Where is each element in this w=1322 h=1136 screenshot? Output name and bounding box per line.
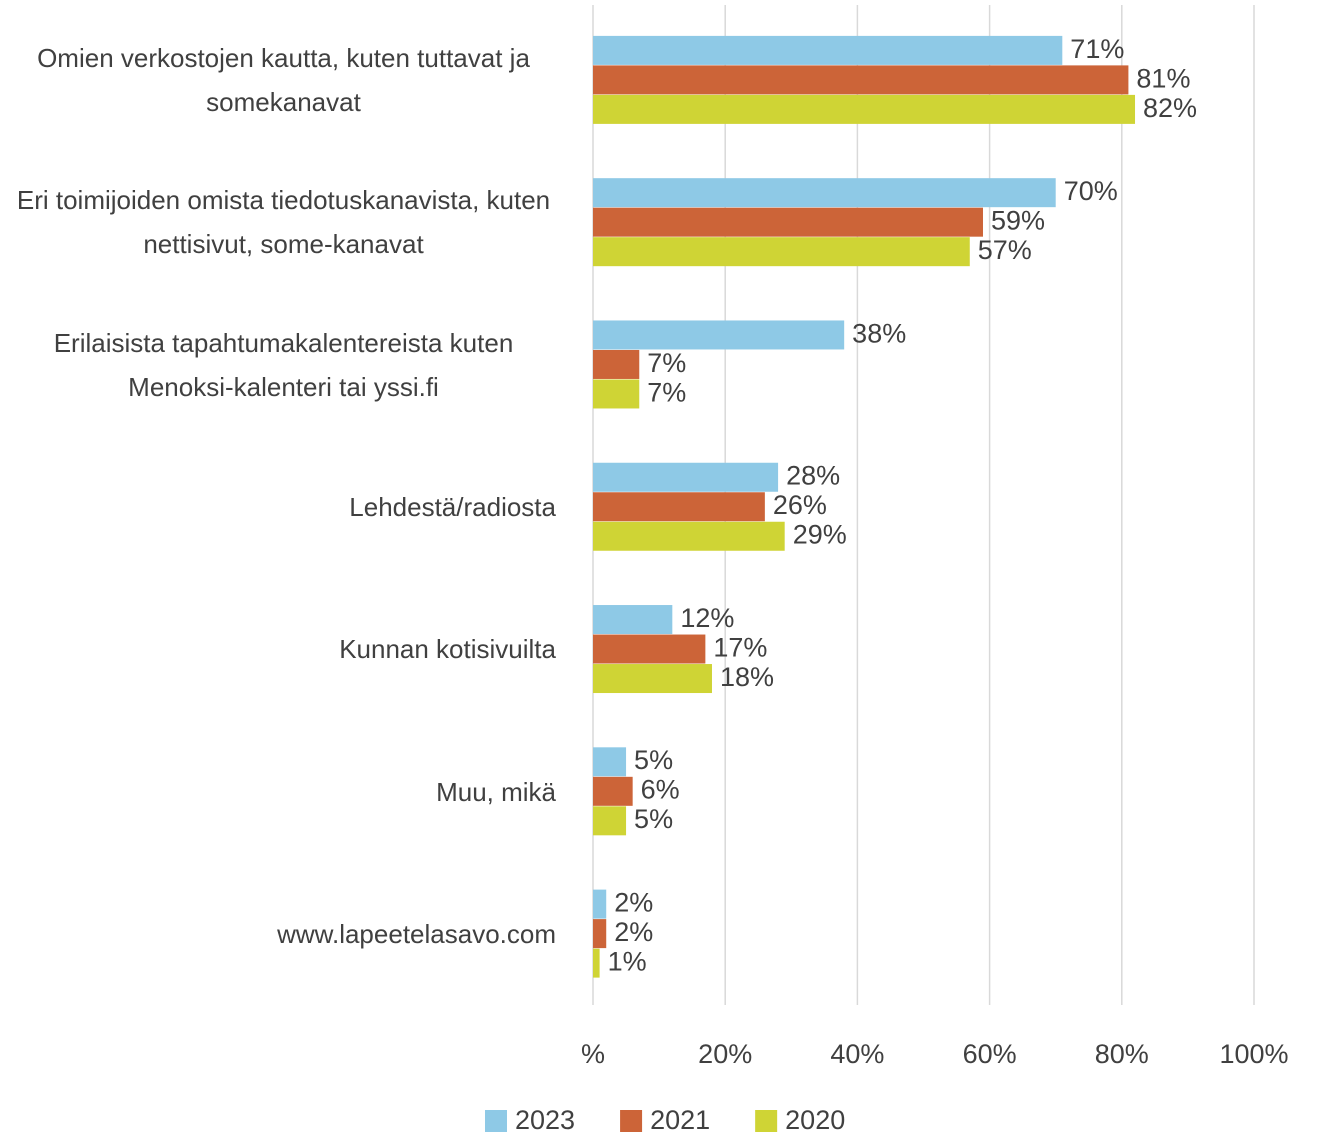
data-label: 1% bbox=[608, 946, 647, 976]
bar bbox=[593, 605, 673, 635]
data-label: 17% bbox=[713, 632, 767, 662]
data-label: 6% bbox=[641, 775, 680, 805]
bar bbox=[593, 207, 983, 237]
bar bbox=[593, 349, 640, 379]
legend-swatch bbox=[755, 1110, 778, 1132]
data-label: 81% bbox=[1136, 63, 1190, 93]
bar bbox=[593, 634, 706, 664]
data-label: 82% bbox=[1143, 93, 1197, 123]
data-label: 5% bbox=[634, 804, 673, 834]
bar bbox=[593, 948, 600, 978]
data-label: 2% bbox=[614, 887, 653, 917]
bar bbox=[593, 806, 627, 836]
category-label: Omien verkostojen kautta, kuten tuttavat… bbox=[37, 43, 530, 118]
bar bbox=[593, 919, 607, 949]
bar bbox=[593, 664, 712, 694]
data-label: 2% bbox=[614, 917, 653, 947]
bar bbox=[593, 94, 1136, 124]
bar bbox=[593, 889, 607, 919]
x-tick-label: 40% bbox=[830, 1039, 884, 1069]
bar bbox=[593, 747, 627, 777]
data-label: 5% bbox=[634, 745, 673, 775]
x-tick-label: 60% bbox=[963, 1039, 1017, 1069]
bar bbox=[593, 65, 1129, 95]
x-tick-label: 100% bbox=[1219, 1039, 1288, 1069]
data-label: 71% bbox=[1070, 34, 1124, 64]
data-label: 26% bbox=[773, 490, 827, 520]
data-label: 59% bbox=[991, 206, 1045, 236]
category-label: Lehdestä/radiosta bbox=[349, 492, 556, 522]
category-label: Muu, mikä bbox=[436, 776, 556, 807]
category-label: Erilaisista tapahtumakalentereista kuten… bbox=[53, 327, 514, 402]
bar bbox=[593, 776, 633, 806]
bar bbox=[593, 521, 785, 551]
data-label: 12% bbox=[680, 603, 734, 633]
bar bbox=[593, 237, 970, 267]
bar bbox=[593, 35, 1063, 65]
data-label: 38% bbox=[852, 318, 906, 348]
data-label: 28% bbox=[786, 461, 840, 491]
bar bbox=[593, 379, 640, 409]
data-label: 29% bbox=[793, 520, 847, 550]
data-label: 18% bbox=[720, 662, 774, 692]
legend-label: 2021 bbox=[650, 1105, 710, 1135]
category-label: Kunnan kotisivuilta bbox=[339, 634, 556, 665]
legend-label: 2020 bbox=[785, 1105, 845, 1135]
x-tick-label: 20% bbox=[698, 1039, 752, 1069]
legend-swatch bbox=[485, 1110, 507, 1132]
bar bbox=[593, 462, 779, 492]
legend-swatch bbox=[620, 1110, 643, 1132]
data-label: 7% bbox=[647, 348, 686, 378]
x-tick-label: % bbox=[581, 1039, 605, 1069]
bar bbox=[593, 178, 1056, 208]
data-label: 57% bbox=[978, 235, 1032, 265]
data-label: 70% bbox=[1064, 176, 1118, 206]
x-tick-label: 80% bbox=[1095, 1039, 1149, 1069]
bar bbox=[593, 492, 765, 522]
bar bbox=[593, 320, 845, 350]
legend-label: 2023 bbox=[515, 1105, 575, 1135]
category-label: www.lapeetelasavo.com bbox=[277, 918, 556, 949]
data-label: 7% bbox=[647, 377, 686, 407]
category-label: Eri toimijoiden omista tiedotuskanavista… bbox=[16, 185, 551, 260]
